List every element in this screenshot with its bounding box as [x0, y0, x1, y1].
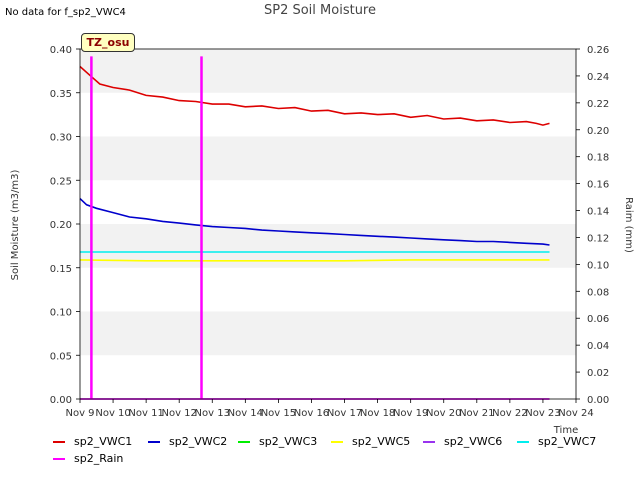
legend-item-sp2_VWC6: sp2_VWC6 [423, 434, 502, 450]
grid-band [80, 49, 576, 93]
y-tick-label: 0.30 [50, 133, 72, 144]
y2-tick-label: 0.18 [587, 153, 609, 164]
y-tick-label: 0.20 [50, 220, 72, 231]
x-tick-label: Nov 22 [492, 408, 527, 419]
y2-tick-label: 0.20 [587, 126, 609, 137]
x-tick-label: Nov 15 [261, 408, 296, 419]
x-tick-label: Nov 13 [195, 408, 230, 419]
timezone-badge: TZ_osu [81, 33, 135, 52]
legend-item-sp2_VWC5: sp2_VWC5 [331, 434, 410, 450]
y-tick-label: 0.25 [50, 176, 72, 187]
y2-tick-label: 0.00 [587, 395, 609, 406]
y2-axis-label: Raim (mm) [623, 197, 634, 253]
legend-swatch [238, 441, 250, 443]
grid-band [80, 92, 576, 137]
legend-label: sp2_VWC7 [538, 435, 597, 448]
y-tick-label: 0.10 [50, 308, 72, 319]
y2-tick-label: 0.12 [587, 233, 609, 244]
y2-tick-label: 0.10 [587, 260, 609, 271]
x-tick-label: Nov 18 [360, 408, 395, 419]
legend-swatch [148, 441, 160, 443]
x-tick-label: Nov 16 [294, 408, 329, 419]
series-line-sp2_VWC2 [79, 198, 550, 246]
x-tick-label: Nov 12 [161, 408, 196, 419]
y2-tick-label: 0.26 [587, 45, 609, 56]
y-tick-label: 0.00 [50, 395, 72, 406]
series-line-sp2_VWC1 [79, 65, 550, 126]
legend-label: sp2_VWC2 [169, 435, 228, 448]
x-tick-label: Nov 11 [128, 408, 163, 419]
grid-band [80, 180, 576, 224]
legend-label: sp2_VWC3 [259, 435, 318, 448]
legend-item-sp2_VWC1: sp2_VWC1 [53, 434, 132, 450]
x-tick-label: Nov 19 [393, 408, 428, 419]
legend-swatch [517, 441, 529, 443]
y2-tick-label: 0.24 [587, 72, 609, 83]
y-tick-label: 0.15 [50, 264, 72, 275]
legend-swatch [423, 441, 435, 443]
x-axis-label: Time [553, 425, 578, 436]
no-data-note: No data for f_sp2_VWC4 [5, 7, 126, 18]
x-tick-label: Nov 10 [95, 408, 130, 419]
y-tick-label: 0.40 [50, 45, 72, 56]
y2-tick-label: 0.16 [587, 180, 609, 191]
legend-label: sp2_VWC6 [444, 435, 503, 448]
grid-band [80, 311, 576, 356]
y-axis-right-ticks: 0.00 0.02 0.04 0.06 0.08 0.10 0.12 0.14 0.16 0.18… [576, 45, 609, 406]
legend-label: sp2_VWC5 [352, 435, 411, 448]
x-tick-label: Nov 21 [459, 408, 494, 419]
chart-title: SP2 Soil Moisture [263, 3, 376, 18]
x-tick-label: Nov 17 [327, 408, 362, 419]
legend-item-sp2_VWC2: sp2_VWC2 [148, 434, 227, 450]
y2-tick-label: 0.06 [587, 314, 609, 325]
y2-tick-label: 0.04 [587, 341, 609, 352]
y-tick-label: 0.35 [50, 89, 72, 100]
legend-label: sp2_Rain [74, 452, 124, 465]
grid-band [80, 267, 576, 312]
x-tick-label: Nov 23 [525, 408, 560, 419]
legend-label: sp2_VWC1 [74, 435, 133, 448]
grid-bands [80, 49, 576, 399]
y-axis-label: Soil Moisture (m3/m3) [10, 170, 21, 281]
legend-item-sp2_VWC7: sp2_VWC7 [517, 434, 596, 450]
legend-swatch [53, 441, 65, 443]
x-tick-label: Nov 24 [558, 408, 593, 419]
x-tick-label: Nov 20 [426, 408, 461, 419]
y2-tick-label: 0.22 [587, 99, 609, 110]
y2-tick-label: 0.14 [587, 207, 609, 218]
legend-item-sp2_VWC3: sp2_VWC3 [238, 434, 317, 450]
x-tick-label: Nov 9 [65, 408, 94, 419]
legend-swatch [331, 441, 343, 443]
y2-tick-label: 0.08 [587, 287, 609, 298]
y2-tick-label: 0.02 [587, 368, 609, 379]
grid-band [80, 355, 576, 399]
legend-swatch [53, 458, 65, 460]
series-line-sp2_VWC5 [79, 259, 550, 262]
y-axis-left-ticks: 0.00 0.05 0.10 0.15 0.20 0.25 0.30 0.35 0.40 [50, 45, 80, 406]
grid-band [80, 136, 576, 181]
x-tick-label: Nov 14 [228, 408, 263, 419]
y-tick-label: 0.05 [50, 351, 72, 362]
legend-item-sp2_Rain: sp2_Rain [53, 451, 123, 467]
